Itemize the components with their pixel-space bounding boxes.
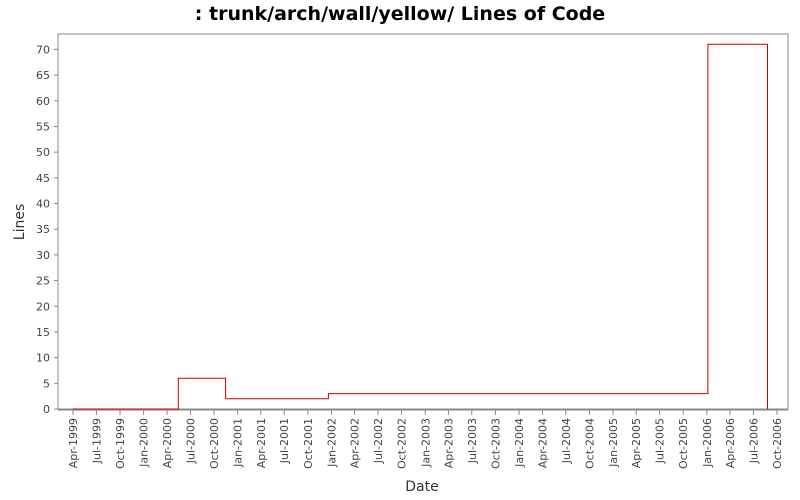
x-axis: Apr-1999 Jul-1999 Oct-1999 Jan-2000 Apr-2000… (58, 409, 788, 469)
y-tick-label: 40 (36, 198, 50, 211)
y-axis: 0 5 10 15 20 25 30 35 40 45 50 55 60 65 70 (36, 43, 58, 416)
chart-title: : trunk/arch/wall/yellow/ Lines of Code (195, 3, 605, 25)
plot-area (57, 33, 789, 410)
x-tick-label: Oct-2000 (208, 418, 221, 469)
x-tick-label: Oct-2003 (489, 418, 502, 469)
y-tick-label: 70 (36, 43, 50, 56)
x-tick-label: Jan-2003 (419, 418, 432, 468)
x-tick-label: Jul-2001 (278, 418, 291, 464)
x-tick-label: Apr-2005 (630, 418, 643, 468)
x-tick-label: Jan-2006 (701, 418, 714, 468)
y-tick-label: 55 (36, 120, 50, 133)
x-tick-label: Oct-2001 (302, 418, 315, 469)
y-tick-label: 25 (36, 275, 50, 288)
x-tick-label: Oct-2002 (396, 418, 409, 469)
y-tick-label: 45 (36, 172, 50, 185)
x-tick-label: Jan-2001 (232, 418, 245, 468)
y-axis-label: Lines (12, 204, 28, 240)
x-tick-label: Jul-2000 (184, 418, 197, 464)
y-tick-label: 65 (36, 69, 50, 82)
x-tick-label: Jan-2002 (325, 418, 338, 468)
y-tick-label: 35 (36, 223, 50, 236)
x-axis-label: Date (405, 479, 438, 495)
x-tick-label: Apr-2000 (161, 418, 174, 468)
x-tick-label: Jan-2004 (513, 418, 526, 468)
y-tick-label: 30 (36, 249, 50, 262)
x-tick-label: Oct-2006 (771, 418, 784, 469)
x-tick-label: Apr-2003 (442, 418, 455, 468)
x-tick-label: Jul-2004 (560, 418, 573, 464)
y-tick-label: 15 (36, 326, 50, 339)
x-tick-label: Jul-2006 (747, 418, 760, 464)
x-tick-label: Jan-2000 (138, 418, 151, 468)
y-tick-label: 20 (36, 300, 50, 313)
y-tick-label: 60 (36, 95, 50, 108)
series-group (72, 43, 768, 410)
y-tick-label: 0 (43, 403, 50, 416)
y-tick-label: 10 (36, 352, 50, 365)
x-tick-label: Jul-2003 (466, 418, 479, 464)
x-tick-label: Apr-2002 (349, 418, 362, 468)
x-tick-label: Jul-1999 (90, 418, 103, 464)
x-tick-label: Oct-1999 (114, 418, 127, 469)
x-tick-label: Oct-2004 (583, 418, 596, 469)
x-tick-label: Apr-2004 (536, 418, 549, 468)
x-tick-label: Apr-2006 (724, 418, 737, 468)
x-tick-label: Apr-1999 (67, 418, 80, 468)
y-tick-label: 5 (43, 377, 50, 390)
x-tick-label: Apr-2001 (255, 418, 268, 468)
x-tick-label: Jul-2005 (654, 418, 667, 464)
x-tick-label: Oct-2005 (677, 418, 690, 469)
y-tick-label: 50 (36, 146, 50, 159)
x-tick-label: Jul-2002 (372, 418, 385, 464)
x-tick-label: Jan-2005 (607, 418, 620, 468)
